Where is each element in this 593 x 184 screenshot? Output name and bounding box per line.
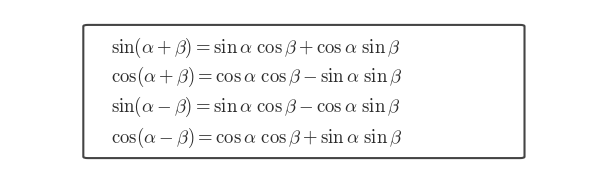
Text: $\cos(\alpha + \beta) = \cos\alpha\ \cos\beta - \sin\alpha\ \sin\beta$: $\cos(\alpha + \beta) = \cos\alpha\ \cos… <box>111 65 402 89</box>
Text: $\sin(\alpha - \beta) = \sin\alpha\ \cos\beta - \cos\alpha\ \sin\beta$: $\sin(\alpha - \beta) = \sin\alpha\ \cos… <box>111 95 400 119</box>
FancyBboxPatch shape <box>83 25 524 158</box>
Text: $\cos(\alpha - \beta) = \cos\alpha\ \cos\beta + \sin\alpha\ \sin\beta$: $\cos(\alpha - \beta) = \cos\alpha\ \cos… <box>111 125 402 150</box>
Text: $\sin(\alpha + \beta) = \sin\alpha\ \cos\beta + \cos\alpha\ \sin\beta$: $\sin(\alpha + \beta) = \sin\alpha\ \cos… <box>111 36 400 60</box>
